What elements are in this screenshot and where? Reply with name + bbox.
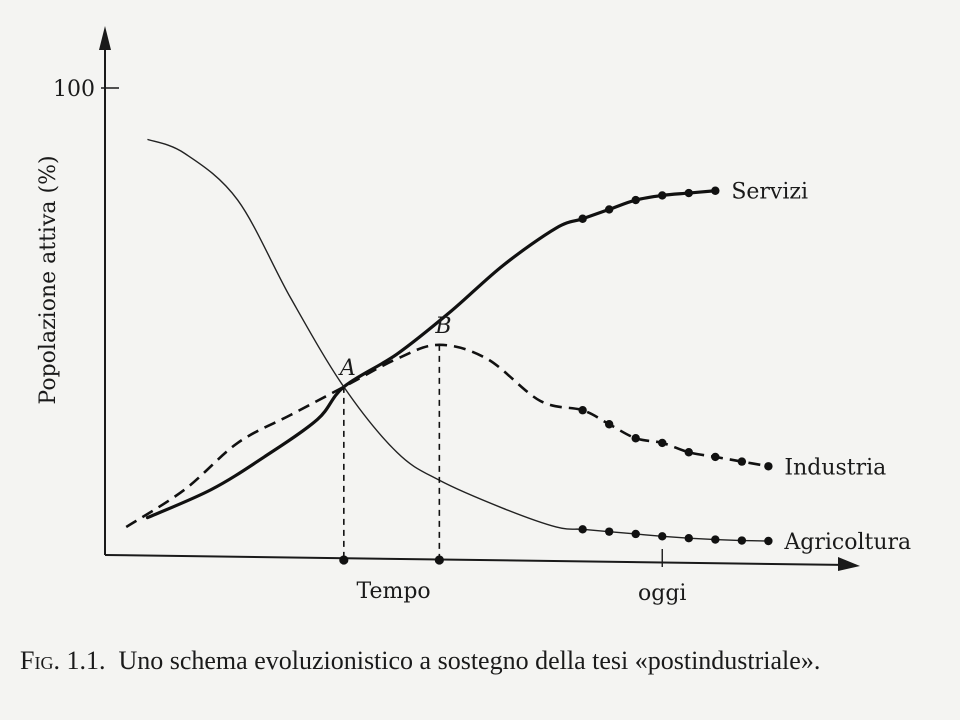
series-point-agricoltura	[604, 527, 614, 536]
axis-point-a	[339, 555, 349, 565]
series-point-servizi	[684, 188, 693, 198]
series-point-agricoltura	[737, 536, 747, 545]
series-point-servizi	[658, 191, 667, 200]
series-point-agricoltura	[658, 532, 667, 541]
series-label-industria: Industria	[784, 455, 886, 480]
x-axis-arrow	[838, 557, 860, 571]
y-tick-label: 100	[53, 77, 95, 102]
series-point-industria	[658, 438, 667, 448]
x-tick-label: oggi	[638, 581, 686, 606]
series-point-industria	[684, 448, 693, 457]
series-point-industria	[578, 406, 587, 415]
series-point-agricoltura	[764, 536, 773, 546]
labels-layer: Servizi Industria Agricoltura A B Tempo oggi	[338, 180, 911, 606]
series-point-industria	[711, 452, 720, 462]
chart-axes: 100 Popolazione attiva (%)	[36, 26, 860, 571]
series-point-agricoltura	[578, 525, 587, 534]
series-point-servizi	[604, 205, 614, 214]
y-axis-label: Popolazione attiva (%)	[36, 155, 61, 404]
axis-point-b	[434, 555, 444, 565]
series-point-servizi	[711, 186, 720, 195]
point-label-b: B	[434, 314, 451, 339]
point-label-a: A	[338, 356, 356, 381]
figure-caption-text: Uno schema evoluzionistico a sostegno de…	[118, 646, 821, 675]
series-line-agricoltura	[147, 138, 769, 542]
series-line-industria	[125, 343, 769, 529]
series-point-industria	[737, 457, 747, 466]
series-point-industria	[764, 462, 773, 471]
x-axis-line	[104, 554, 851, 566]
series-point-servizi	[578, 214, 587, 223]
series-line-servizi	[145, 189, 717, 520]
series-point-servizi	[631, 195, 640, 205]
series-point-agricoltura	[684, 533, 693, 543]
series-layer	[125, 138, 773, 546]
series-point-industria	[631, 434, 640, 443]
figure-caption: Fig. 1.1. Uno schema evoluzionistico a s…	[20, 646, 950, 676]
markers-layer	[339, 344, 444, 565]
series-point-agricoltura	[711, 535, 720, 544]
figure-number: Fig. 1.1.	[20, 646, 106, 675]
series-label-agricoltura: Agricoltura	[783, 530, 911, 555]
series-point-industria	[604, 420, 614, 429]
y-axis-arrow	[99, 26, 111, 50]
series-label-servizi: Servizi	[731, 180, 808, 205]
x-axis-label: Tempo	[356, 579, 430, 604]
series-point-agricoltura	[631, 529, 640, 539]
